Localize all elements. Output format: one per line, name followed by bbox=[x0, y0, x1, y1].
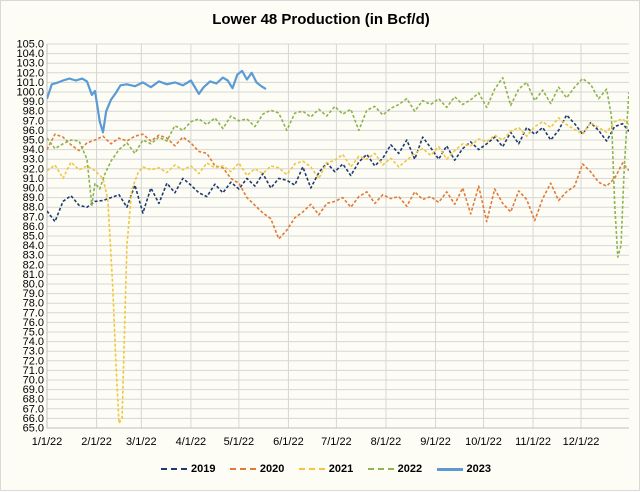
y-tick-label: 86.0 bbox=[23, 221, 44, 233]
y-tick-label: 101.0 bbox=[16, 77, 44, 89]
legend-label: 2019 bbox=[191, 463, 216, 475]
y-tick-label: 88.0 bbox=[23, 202, 44, 214]
x-tick-label: 12/1/22 bbox=[563, 436, 600, 448]
y-tick-label: 94.0 bbox=[23, 144, 44, 156]
y-tick-label: 95.0 bbox=[23, 135, 44, 147]
y-tick-label: 102.0 bbox=[16, 67, 44, 79]
y-tick-label: 67.0 bbox=[23, 403, 44, 415]
legend-label: 2021 bbox=[328, 463, 354, 475]
y-tick-label: 81.0 bbox=[23, 269, 44, 281]
y-tick-label: 92.0 bbox=[23, 163, 44, 175]
y-tick-label: 105.0 bbox=[16, 39, 44, 51]
y-tick-label: 97.0 bbox=[23, 115, 44, 127]
series-line-2020 bbox=[47, 133, 629, 240]
y-tick-label: 74.0 bbox=[23, 336, 44, 348]
y-tick-label: 73.0 bbox=[23, 346, 44, 358]
y-tick-label: 84.0 bbox=[23, 240, 44, 252]
x-tick-label: 2/1/22 bbox=[81, 436, 112, 448]
y-tick-label: 80.0 bbox=[23, 279, 44, 291]
legend: 2019 2020 2021 2022 2023 bbox=[161, 463, 491, 475]
y-tick-label: 96.0 bbox=[23, 125, 44, 137]
x-tick-label: 1/1/22 bbox=[32, 436, 63, 448]
x-tick-label: 11/1/22 bbox=[515, 436, 551, 448]
legend-label: 2020 bbox=[259, 463, 285, 475]
legend-item-2022: 2022 bbox=[367, 463, 423, 475]
y-tick-label: 77.0 bbox=[23, 307, 44, 319]
legend-label: 2022 bbox=[397, 463, 423, 475]
x-tick-label: 3/1/22 bbox=[126, 436, 157, 448]
x-tick-label: 6/1/22 bbox=[273, 436, 304, 448]
legend-swatch bbox=[161, 468, 187, 470]
y-tick-label: 91.0 bbox=[23, 173, 44, 185]
y-tick-label: 68.0 bbox=[23, 394, 44, 406]
x-tick-label: 8/1/22 bbox=[371, 436, 402, 448]
y-tick-label: 65.0 bbox=[23, 423, 44, 435]
y-tick-label: 104.0 bbox=[16, 48, 44, 60]
series-line-2021 bbox=[47, 117, 629, 424]
y-tick-label: 75.0 bbox=[23, 327, 44, 339]
legend-swatch bbox=[229, 468, 256, 470]
y-tick-label: 93.0 bbox=[23, 154, 44, 166]
series-line-2022 bbox=[47, 76, 629, 258]
y-tick-label: 90.0 bbox=[23, 183, 44, 195]
series-line-2019 bbox=[47, 114, 629, 223]
y-tick-label: 83.0 bbox=[23, 250, 44, 262]
chart-title: Lower 48 Production (in Bcf/d) bbox=[212, 11, 430, 28]
y-tick-label: 98.0 bbox=[23, 106, 44, 118]
y-tick-label: 71.0 bbox=[23, 365, 44, 377]
y-tick-label: 87.0 bbox=[23, 211, 44, 223]
legend-item-2021: 2021 bbox=[298, 463, 354, 475]
y-tick-label: 89.0 bbox=[23, 192, 44, 204]
x-tick-label: 5/1/22 bbox=[224, 436, 255, 448]
x-tick-label: 9/1/22 bbox=[420, 436, 451, 448]
legend-swatch bbox=[367, 468, 394, 470]
x-tick-label: 7/1/22 bbox=[321, 436, 352, 448]
legend-item-2023: 2023 bbox=[436, 463, 491, 475]
y-tick-label: 79.0 bbox=[23, 288, 44, 300]
y-tick-label: 82.0 bbox=[23, 259, 44, 271]
y-tick-label: 70.0 bbox=[23, 375, 44, 387]
x-tick-label: 4/1/22 bbox=[176, 436, 207, 448]
legend-swatch bbox=[298, 468, 325, 470]
legend-label: 2023 bbox=[466, 463, 491, 475]
y-tick-label: 85.0 bbox=[23, 231, 44, 243]
legend-item-2019: 2019 bbox=[161, 463, 215, 475]
legend-swatch bbox=[436, 467, 463, 471]
y-tick-label: 69.0 bbox=[23, 384, 44, 396]
y-tick-label: 100.0 bbox=[16, 87, 44, 99]
y-tick-label: 78.0 bbox=[23, 298, 44, 310]
y-tick-label: 76.0 bbox=[23, 317, 44, 329]
y-tick-label: 72.0 bbox=[23, 355, 44, 367]
y-tick-label: 66.0 bbox=[23, 413, 44, 425]
legend-item-2020: 2020 bbox=[229, 463, 285, 475]
series-line-2023 bbox=[47, 69, 267, 134]
y-tick-label: 99.0 bbox=[23, 96, 44, 108]
y-tick-label: 103.0 bbox=[16, 58, 44, 70]
x-tick-label: 10/1/22 bbox=[465, 436, 502, 448]
